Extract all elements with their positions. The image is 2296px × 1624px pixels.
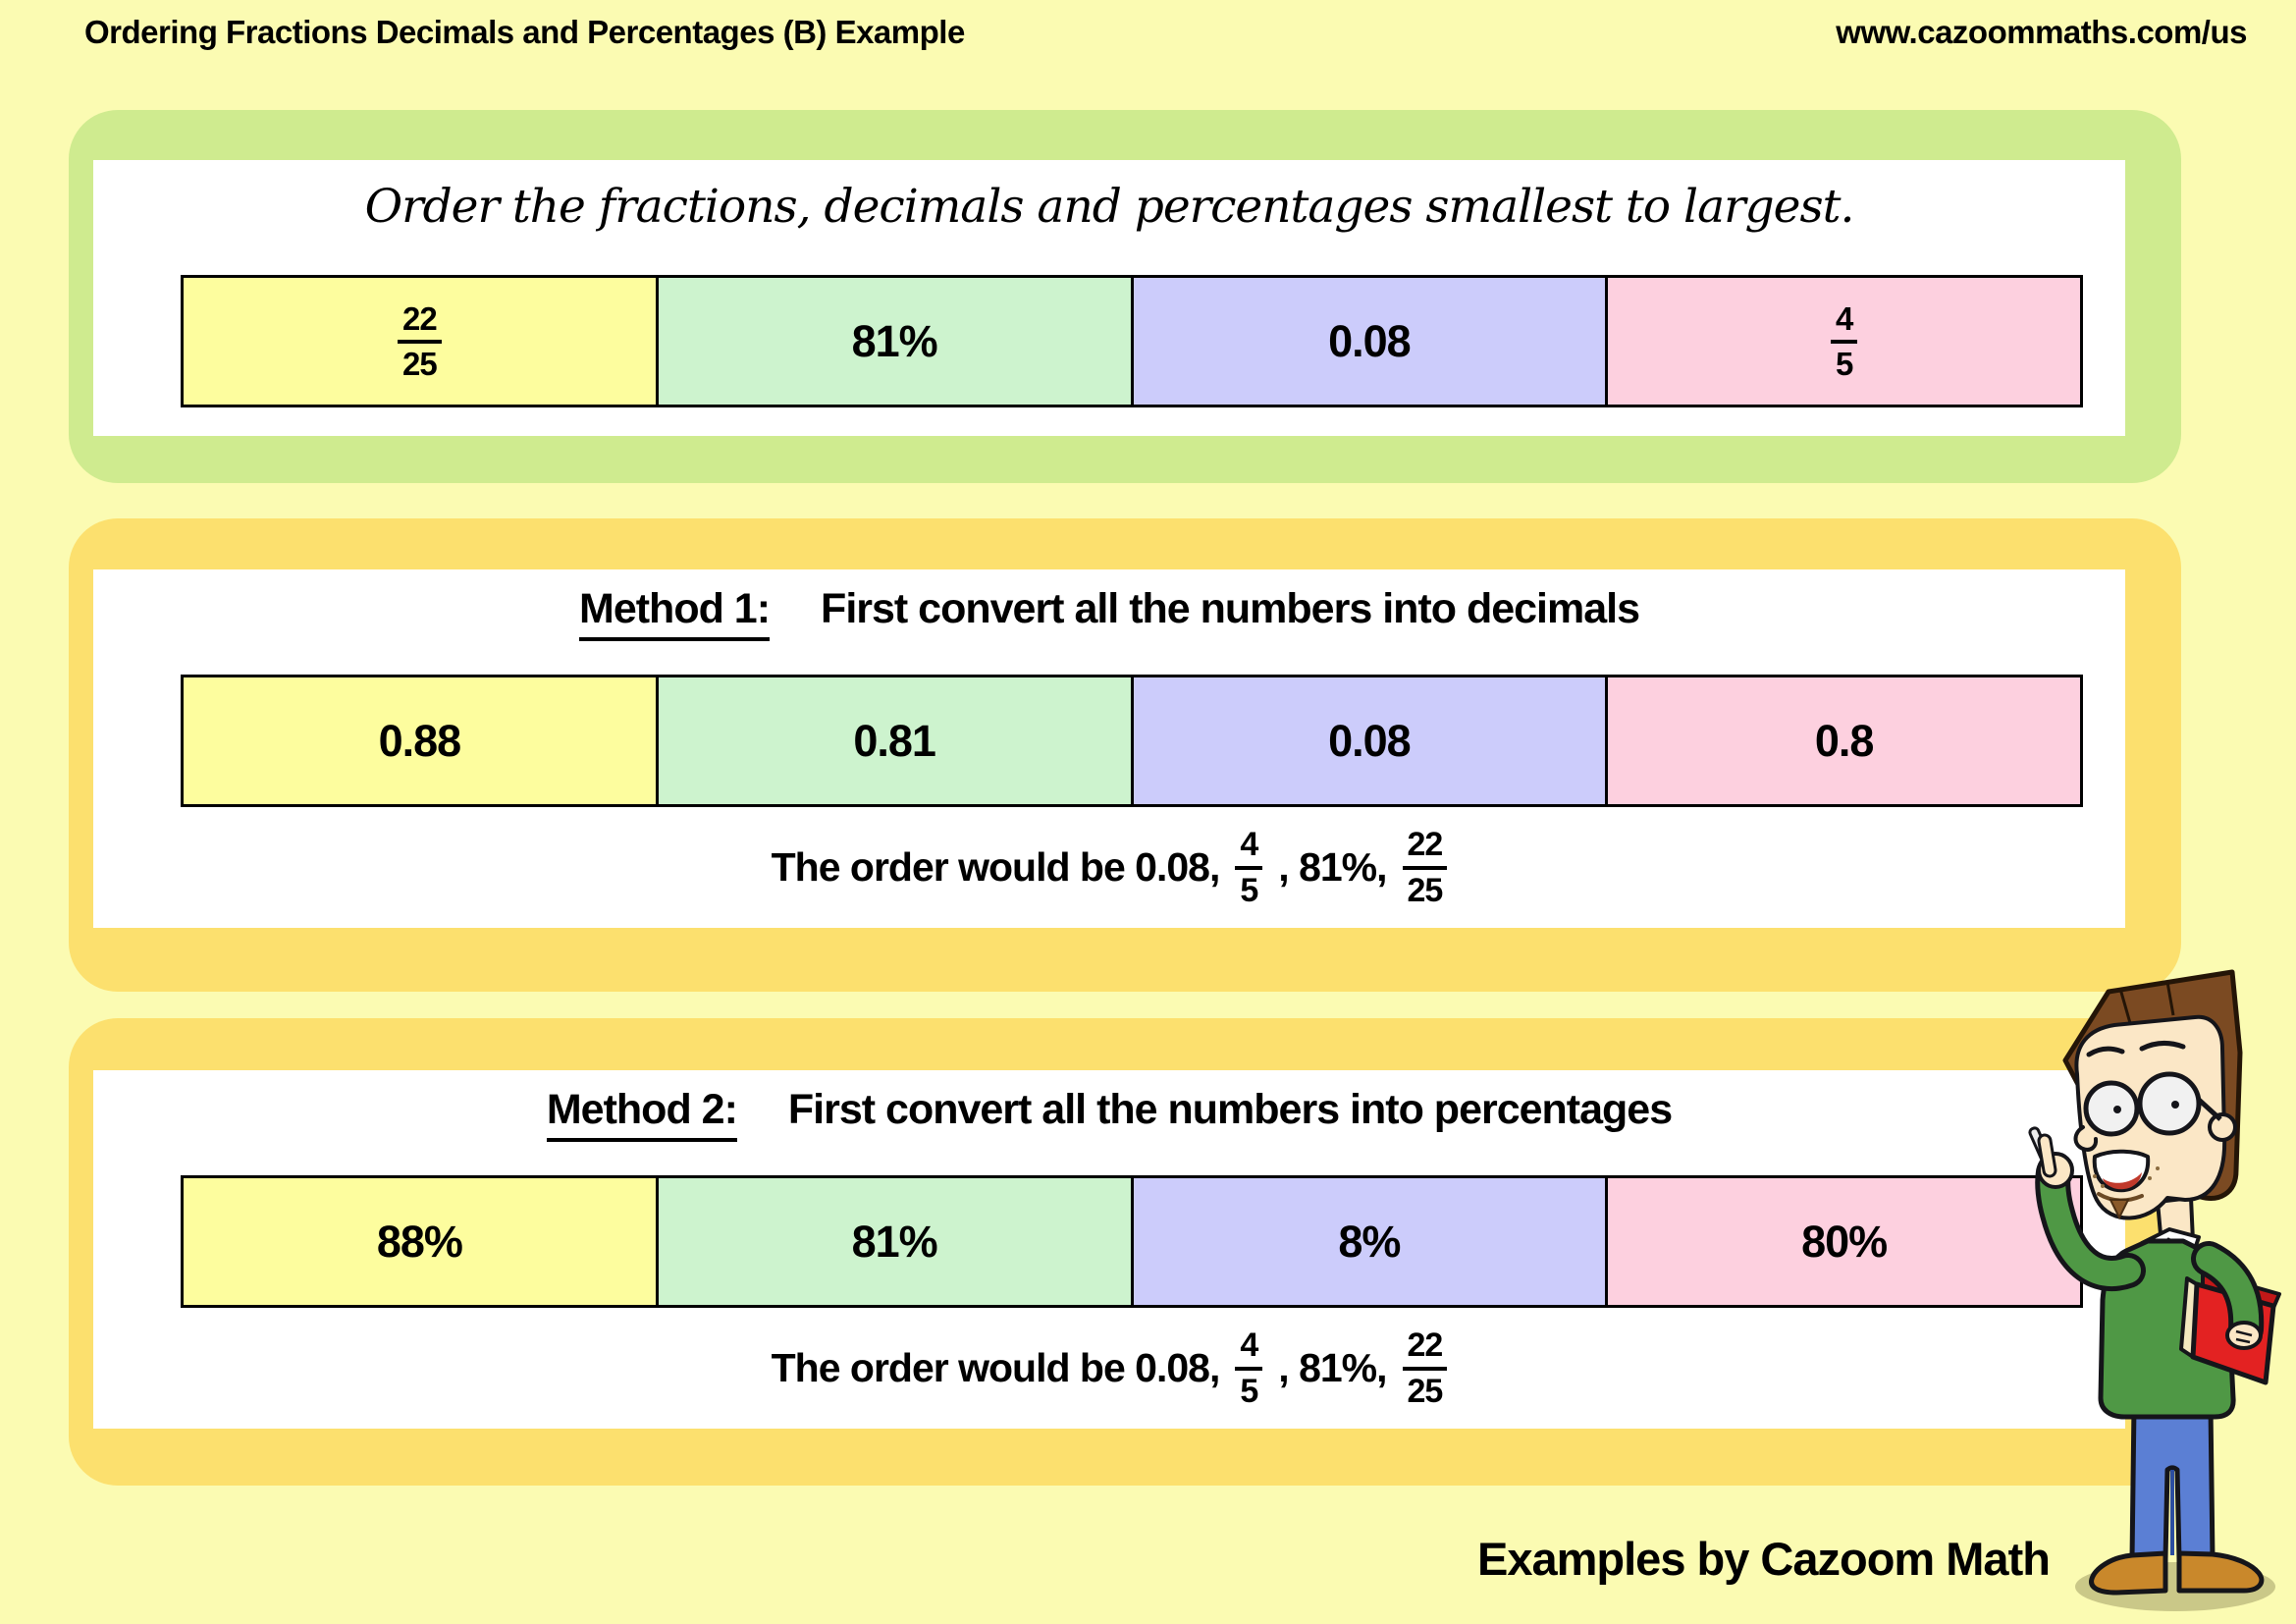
character-left-arm <box>2191 1241 2265 1350</box>
table-cell-percentage: 8% <box>1133 1178 1609 1305</box>
table-cell-fraction-22-25: 22 25 <box>184 278 659 405</box>
character-nose <box>2073 1125 2099 1152</box>
fraction-4-5: 4 5 <box>1235 1328 1263 1408</box>
question-panel: Order the fractions, decimals and percen… <box>69 110 2181 483</box>
table-cell-decimal: 0.8 <box>1608 677 2080 804</box>
question-table: 22 25 81% 0.08 4 5 <box>181 275 2083 407</box>
teacher-character-illustration <box>2028 969 2281 1611</box>
website-url: www.cazoommaths.com/us <box>1836 14 2247 50</box>
question-white-box: Order the fractions, decimals and percen… <box>93 160 2125 436</box>
character-jeans <box>2129 1403 2216 1562</box>
method1-label: Method 1: <box>579 585 771 641</box>
fraction-value: 22 25 <box>398 302 442 380</box>
method2-heading-row: Method 2: First convert all the numbers … <box>93 1086 2125 1142</box>
method2-white-box: Method 2: First convert all the numbers … <box>93 1070 2125 1429</box>
fraction-22-25: 22 25 <box>1402 1328 1448 1408</box>
method1-heading-row: Method 1: First convert all the numbers … <box>93 585 2125 641</box>
method1-order-answer: The order would be 0.08, 4 5 , 81%, 22 2… <box>93 807 2125 928</box>
footer-credit: Examples by Cazoom Math <box>1477 1533 2051 1585</box>
character-shoes <box>2089 1550 2265 1596</box>
method2-panel: Method 2: First convert all the numbers … <box>69 1018 2181 1486</box>
character-ear <box>2208 1112 2237 1142</box>
character-right-arm <box>2028 1126 2146 1292</box>
method2-label: Method 2: <box>546 1086 738 1142</box>
method1-white-box: Method 1: First convert all the numbers … <box>93 569 2125 928</box>
table-cell-percentage: 80% <box>1608 1178 2080 1305</box>
fraction-value: 4 5 <box>1830 302 1858 380</box>
table-cell-decimal: 0.88 <box>184 677 659 804</box>
method2-table: 88% 81% 8% 80% <box>181 1175 2083 1308</box>
page-title: Ordering Fractions Decimals and Percenta… <box>84 14 965 50</box>
method1-heading: First convert all the numbers into decim… <box>821 585 1640 632</box>
method1-panel: Method 1: First convert all the numbers … <box>69 518 2181 992</box>
table-cell-decimal: 0.81 <box>658 677 1134 804</box>
character-glasses <box>2083 1071 2222 1137</box>
table-cell-fraction-4-5: 4 5 <box>1608 278 2080 405</box>
question-instruction: Order the fractions, decimals and percen… <box>364 180 1855 234</box>
method2-order-answer: The order would be 0.08, 4 5 , 81%, 22 2… <box>93 1308 2125 1429</box>
method2-heading: First convert all the numbers into perce… <box>787 1086 1673 1133</box>
method1-table: 0.88 0.81 0.08 0.8 <box>181 675 2083 807</box>
table-cell-percentage: 81% <box>658 1178 1134 1305</box>
table-cell-percentage: 88% <box>184 1178 659 1305</box>
fraction-4-5: 4 5 <box>1235 828 1263 907</box>
character-mouth <box>2092 1149 2151 1193</box>
character-goatee <box>2093 1166 2160 1220</box>
table-cell-decimal: 0.08 <box>1133 677 1609 804</box>
fraction-22-25: 22 25 <box>1402 828 1448 907</box>
table-cell-decimal: 0.08 <box>1133 278 1609 405</box>
table-cell-percentage: 81% <box>658 278 1134 405</box>
